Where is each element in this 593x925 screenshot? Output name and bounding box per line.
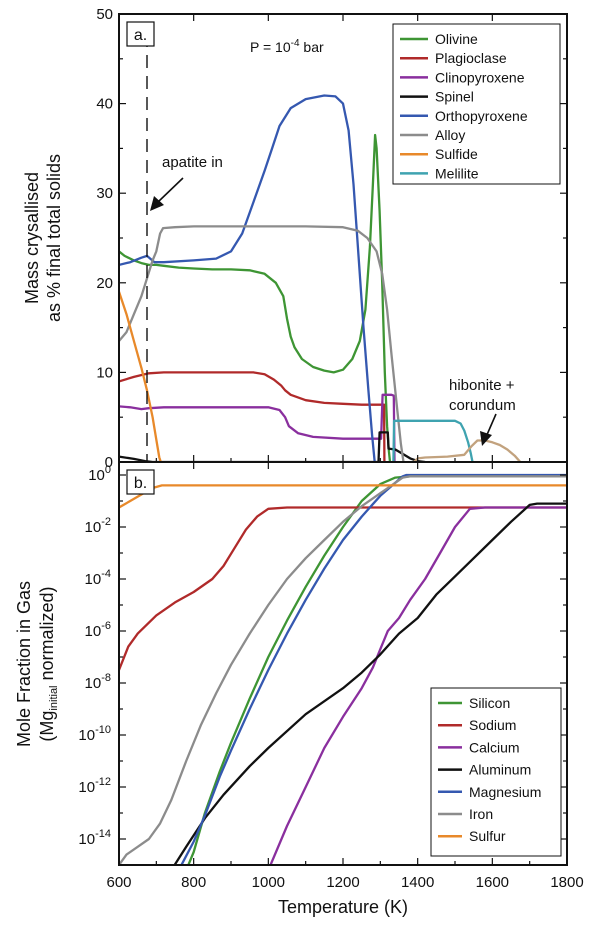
apatite-in-annotation: apatite in (162, 154, 223, 171)
panel-b-legend-box (430, 687, 562, 857)
x-tick-label: 800 (181, 874, 206, 891)
panel-a-ticks: 0 10 20 30 40 50 (96, 6, 568, 471)
legend-label-sulfide: Sulfide (435, 146, 478, 162)
panel-a-label: a. (126, 21, 155, 47)
x-tick-label: 1800 (550, 874, 583, 891)
panel-b: 10-14 10-12 10-10 10-8 10-6 10-4 10-2 100 600 800… (14, 458, 584, 917)
panel-b-frame (118, 461, 568, 866)
legend-label-sodium: Sodium (469, 717, 516, 733)
panel-b-series-lines (119, 473, 567, 865)
legend-label-magnesium: Magnesium (469, 784, 541, 800)
series-line-silicon (187, 475, 567, 865)
series-line-sulfur (119, 484, 567, 509)
y-tick-label: 10-2 (85, 516, 111, 536)
series-line-alloy (119, 225, 405, 462)
series-line-plagioclase (119, 371, 386, 462)
legend-label-clinopyroxene: Clinopyroxene (435, 69, 525, 85)
panel-b-label: b. (126, 469, 155, 495)
y-tick-label: 10 (96, 364, 113, 381)
legend-label-aluminum: Aluminum (469, 762, 531, 778)
y-tick-label: 10-10 (78, 724, 111, 744)
series-line-spinel (119, 431, 426, 462)
series-line-calcium (269, 506, 567, 865)
x-tick-label: 1000 (252, 874, 285, 891)
legend-label-silicon: Silicon (469, 695, 510, 711)
x-tick-label: 1400 (401, 874, 434, 891)
legend-label-iron: Iron (469, 806, 493, 822)
legend-label-spinel: Spinel (435, 89, 474, 105)
series-line-clinopyroxene (119, 393, 396, 462)
panel-b-label-text: b. (134, 475, 147, 492)
x-axis-label: Temperature (K) (278, 897, 408, 917)
panel-a-ylabel-line2: as % final total solids (44, 154, 64, 322)
x-tick-label: 600 (106, 874, 131, 891)
y-tick-label: 10-8 (85, 672, 111, 692)
x-tick-label: 1600 (476, 874, 509, 891)
legend-label-orthopyroxene: Orthopyroxene (435, 108, 528, 124)
panel-b-ylabel-line2: (Mginitial normalized) (37, 586, 60, 741)
panel-b-ylabel-line1: Mole Fraction in Gas (14, 581, 34, 747)
series-line-sulfide (119, 291, 162, 462)
y-tick-label: 40 (96, 96, 113, 113)
panel-a-legend-box (392, 23, 561, 185)
y-tick-label: 100 (88, 464, 111, 484)
legend-label-melilite: Melilite (435, 165, 479, 181)
panel-b-ticks: 10-14 10-12 10-10 10-8 10-6 10-4 10-2 100 600 800… (78, 458, 584, 891)
legend-label-sulfur: Sulfur (469, 828, 506, 844)
panel-a-label-text: a. (134, 27, 147, 44)
x-tick-label: 1200 (326, 874, 359, 891)
legend-label-plagioclase: Plagioclase (435, 50, 507, 66)
y-tick-label: 20 (96, 275, 113, 292)
apatite-in-arrow (150, 177, 184, 211)
panel-a-legend: Olivine Plagioclase Clinopyroxene Spinel Ort… (392, 23, 561, 185)
y-tick-label: 10-12 (78, 776, 111, 796)
y-tick-label: 30 (96, 185, 113, 202)
panel-b-legend: Silicon Sodium Calcium Aluminum Magnesium Iro… (430, 687, 562, 857)
hibonite-annotation-line1: hibonite + (449, 377, 515, 394)
y-tick-label: 10-14 (78, 828, 111, 848)
legend-label-alloy: Alloy (435, 127, 465, 143)
series-line-iron (119, 475, 567, 865)
y-tick-label: 0 (105, 454, 113, 471)
series-line-orthopyroxene (119, 94, 376, 462)
y-tick-label: 10-4 (85, 568, 111, 588)
panel-a-ylabel-line1: Mass crysallised (22, 172, 42, 304)
y-tick-label: 10-6 (85, 620, 111, 640)
series-line-sodium (119, 506, 567, 671)
hibonite-arrow (480, 413, 497, 446)
series-line-olivine (119, 133, 392, 462)
legend-label-olivine: Olivine (435, 31, 478, 47)
y-tick-label: 50 (96, 6, 113, 23)
hibonite-annotation-line2: corundum (449, 397, 516, 414)
series-line-aluminum (173, 502, 567, 865)
series-line-hibonite-corundum (413, 439, 522, 462)
legend-label-calcium: Calcium (469, 739, 520, 755)
panel-a: 0 10 20 30 40 50 a. P = 10-4 bar apatite in h… (22, 6, 568, 471)
pressure-annotation: P = 10-4 bar (250, 38, 324, 55)
